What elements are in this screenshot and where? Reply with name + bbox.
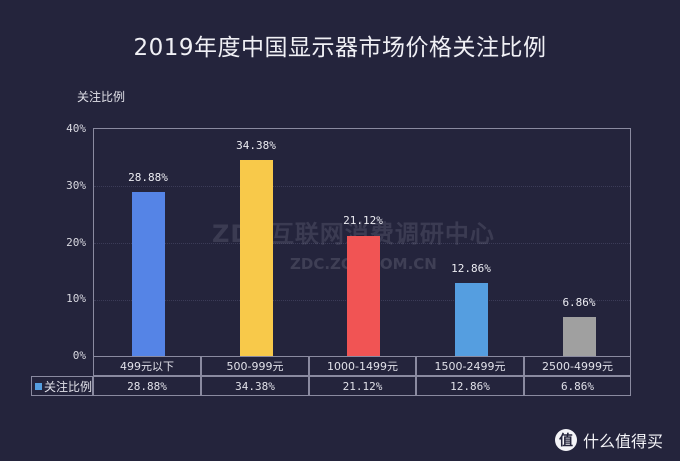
table-value-cell: 12.86%: [416, 376, 524, 396]
brand-logo: 值 什么值得买: [555, 428, 663, 452]
y-tick: 40%: [66, 122, 86, 135]
table-header-cell: 499元以下: [93, 356, 201, 376]
table-header-row: 499元以下 500-999元 1000-1499元 1500-2499元 25…: [93, 356, 631, 376]
table-header-cell: 1500-2499元: [416, 356, 524, 376]
table-value-cell: 6.86%: [524, 376, 631, 396]
y-axis-label: 关注比例: [77, 90, 126, 104]
value-label: 28.88%: [128, 171, 168, 184]
bar-499-below: [132, 192, 165, 356]
gridline: [94, 186, 630, 187]
table-header-cell: 1000-1499元: [309, 356, 416, 376]
value-label: 21.12%: [343, 214, 383, 227]
legend-cell: 关注比例: [31, 376, 93, 396]
y-tick: 0%: [72, 349, 86, 362]
table-value-cell: 34.38%: [201, 376, 309, 396]
table-value-row: 关注比例 28.88% 34.38% 21.12% 12.86% 6.86%: [31, 376, 631, 396]
brand-icon: 值: [555, 429, 577, 451]
bar-1000-1499: [347, 236, 380, 356]
legend-swatch-icon: [35, 382, 42, 390]
table-header-cell: 2500-4999元: [524, 356, 631, 376]
legend-label: 关注比例: [44, 379, 93, 394]
brand-text: 什么值得买: [583, 432, 664, 451]
y-tick: 30%: [66, 179, 86, 192]
value-label: 6.86%: [562, 296, 596, 309]
chart-title: 2019年度中国显示器市场价格关注比例: [133, 35, 547, 61]
value-label: 12.86%: [451, 262, 491, 275]
value-label: 34.38%: [236, 139, 276, 152]
bar-1500-2499: [455, 283, 488, 356]
bar-2500-4999: [563, 317, 596, 356]
table-header-cell: 500-999元: [201, 356, 309, 376]
y-tick: 10%: [66, 292, 86, 305]
table-value-cell: 21.12%: [309, 376, 416, 396]
bar-500-999: [240, 160, 273, 356]
y-tick: 20%: [66, 236, 86, 249]
table-value-cell: 28.88%: [93, 376, 201, 396]
